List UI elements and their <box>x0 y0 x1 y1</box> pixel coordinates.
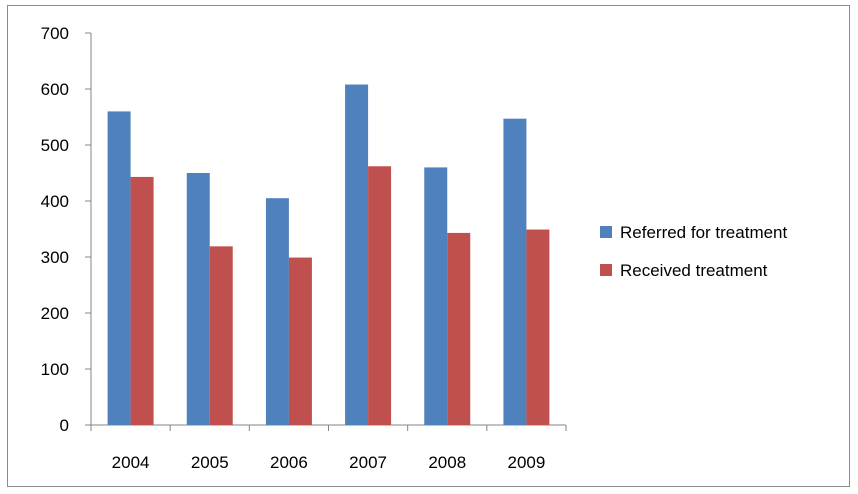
y-tick-label: 200 <box>41 304 69 323</box>
y-tick-label: 400 <box>41 192 69 211</box>
y-tick-label: 100 <box>41 360 69 379</box>
legend-label: Referred for treatment <box>620 223 788 242</box>
x-tick-label: 2007 <box>349 453 387 472</box>
y-tick-label: 300 <box>41 248 69 267</box>
y-tick-label: 700 <box>41 24 69 43</box>
bar-referred-for-treatment-2006 <box>265 198 289 425</box>
x-tick-label: 2005 <box>191 453 229 472</box>
legend-swatch <box>600 226 612 238</box>
legend: Referred for treatment Received treatment <box>600 223 788 280</box>
bar-received-treatment-2008 <box>447 232 471 425</box>
x-tick-label: 2008 <box>428 453 466 472</box>
y-tick-label: 600 <box>41 80 69 99</box>
bars <box>107 84 550 426</box>
bar-received-treatment-2005 <box>209 246 233 425</box>
x-tick-label: 2006 <box>270 453 308 472</box>
y-tick-label: 0 <box>60 416 69 435</box>
bar-received-treatment-2006 <box>288 257 312 425</box>
bar-received-treatment-2004 <box>130 176 154 425</box>
bar-referred-for-treatment-2009 <box>503 118 527 426</box>
bar-referred-for-treatment-2008 <box>424 167 448 425</box>
x-axis: 2004 2005 2006 2007 2008 2009 <box>90 424 567 472</box>
legend-label: Received treatment <box>620 261 768 280</box>
y-tick-label: 500 <box>41 136 69 155</box>
bar-received-treatment-2007 <box>368 166 392 425</box>
bar-referred-for-treatment-2007 <box>345 84 369 426</box>
x-tick-label: 2009 <box>508 453 546 472</box>
x-tick-label: 2004 <box>112 453 150 472</box>
bar-referred-for-treatment-2005 <box>186 173 210 425</box>
y-axis: 0 100 200 300 400 500 600 700 <box>41 24 92 435</box>
bar-referred-for-treatment-2004 <box>107 111 131 426</box>
bar-received-treatment-2009 <box>526 229 550 425</box>
legend-swatch <box>600 264 612 276</box>
